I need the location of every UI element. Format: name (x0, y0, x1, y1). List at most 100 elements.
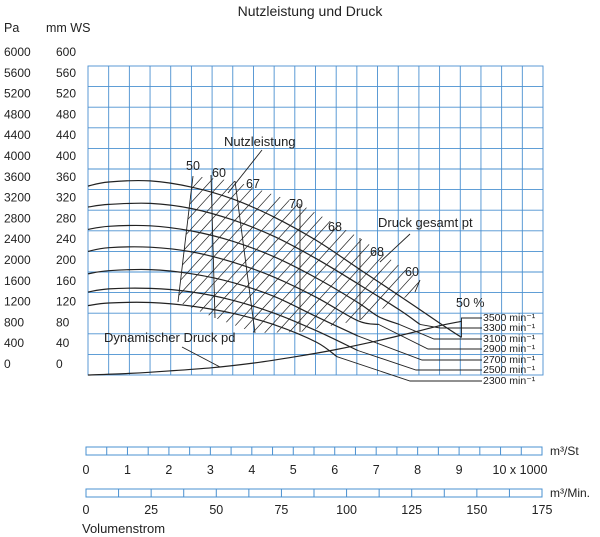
speed-label: 2300 min⁻¹ (483, 375, 536, 387)
axis-m3h-tick-label: 7 (373, 463, 380, 477)
hatch-line (275, 176, 420, 333)
y-tick-label-pa: 5600 (4, 66, 31, 80)
speed-leader-line (336, 356, 482, 382)
y-tick-label-mmws: 400 (56, 149, 76, 163)
axis-m3h-tick-label: 2 (165, 463, 172, 477)
speed-leader-line (357, 335, 482, 361)
axis-m3min-tick-label: 25 (144, 503, 158, 517)
axis-m3h-tick-label: 10 x 1000 (493, 463, 548, 477)
y-tick-label-pa: 2800 (4, 211, 31, 225)
y-axis-pa-ticks: 0 400 800 1200 1600 2000 2400 2800 3200 3600 4000 4… (4, 45, 31, 371)
axis-m3min-tick-label: 50 (209, 503, 223, 517)
y-tick-label-mmws: 520 (56, 87, 76, 101)
hatch-line (178, 176, 273, 333)
hatch-line (215, 176, 417, 333)
y-tick-label-mmws: 480 (56, 107, 76, 121)
hatch-line (311, 176, 420, 333)
axis-m3h-tick-label: 1 (124, 463, 131, 477)
pressure-curve (87, 268, 359, 337)
speed-label: 3500 min⁻¹ (483, 312, 536, 324)
chart-title: Nutzleistung und Druck (238, 3, 384, 19)
axis-m3min-tick-label: 75 (274, 503, 288, 517)
efficiency-boundary (210, 174, 216, 319)
y-tick-label-pa: 6000 (4, 45, 31, 59)
hatch-line (178, 176, 333, 333)
axis-m3min-tick-label: 0 (83, 503, 90, 517)
y-tick-label-pa: 1600 (4, 274, 31, 288)
y-axis-mmws-ticks: 0 40 80 120 160 200 240 280 320 360 400 440 480 520 56… (56, 45, 76, 371)
speed-leader-line (378, 323, 482, 350)
axis-m3h-tick-label: 8 (414, 463, 421, 477)
x-axis-label: Volumenstrom (82, 521, 165, 536)
y-tick-label-pa: 1200 (4, 295, 31, 309)
axis-m3min-tick-label: 100 (336, 503, 357, 517)
y-axis-unit-mmws: mm WS (46, 21, 90, 35)
y-tick-label-pa: 2000 (4, 253, 31, 267)
hatch-line (588, 140, 600, 360)
speed-label: 2700 min⁻¹ (483, 354, 536, 366)
efficiency-label: 70 (289, 197, 303, 211)
hatch-line (540, 140, 600, 360)
hatch-line (528, 140, 600, 360)
efficiency-label: 50 % (456, 296, 485, 310)
y-tick-label-mmws: 280 (56, 211, 76, 225)
y-tick-label-mmws: 0 (56, 357, 63, 371)
efficiency-label: 67 (246, 177, 260, 191)
efficiency-label: 50 (186, 159, 200, 173)
efficiency-boundary (234, 180, 256, 334)
axis-m3h-tick-label: 4 (248, 463, 255, 477)
hatch-line (552, 140, 600, 360)
axis-m3min-unit: m³/Min. (550, 486, 590, 500)
pressure-curve (87, 224, 400, 325)
speed-label: 3300 min⁻¹ (483, 322, 536, 334)
speed-leader-line (357, 350, 482, 371)
axis-m3h-tick-label: 9 (456, 463, 463, 477)
annotation-pointer (181, 346, 221, 368)
annotation-dynamischer-druck: Dynamischer Druck pd (104, 330, 236, 345)
axis-m3h-unit: m³/St (550, 444, 579, 458)
pressure-curve (87, 246, 379, 325)
y-tick-label-mmws: 160 (56, 274, 76, 288)
hatch-line (299, 176, 420, 333)
y-tick-label-mmws: 80 (56, 315, 70, 329)
annotation-nutzleistung: Nutzleistung (224, 134, 296, 149)
plot-grid (87, 65, 544, 376)
speed-label: 3100 min⁻¹ (483, 333, 536, 345)
y-tick-label-pa: 3200 (4, 191, 31, 205)
axis-m3min-tick-label: 125 (401, 503, 422, 517)
pressure-curve (87, 320, 462, 376)
hatch-line (178, 176, 225, 333)
hatch-line (576, 140, 600, 360)
y-tick-label-mmws: 440 (56, 128, 76, 142)
y-tick-label-mmws: 600 (56, 45, 76, 59)
y-tick-label-mmws: 200 (56, 253, 76, 267)
pressure-curve (87, 180, 462, 338)
hatch-line (287, 176, 420, 333)
y-tick-label-pa: 4400 (4, 128, 31, 142)
pressure-curve (87, 301, 338, 358)
y-tick-label-mmws: 240 (56, 232, 76, 246)
y-tick-label-pa: 800 (4, 315, 24, 329)
y-axis-unit-pa: Pa (4, 21, 19, 35)
y-tick-label-mmws: 560 (56, 66, 76, 80)
y-tick-label-pa: 0 (4, 357, 11, 371)
hatch-line (178, 176, 309, 333)
speed-label: 2900 min⁻¹ (483, 343, 536, 355)
axis-m3h-tick-label: 3 (207, 463, 214, 477)
axis-m3h-tick-label: 5 (290, 463, 297, 477)
annotations: 50 60 67 70 68 68 60 50 % Nutzleistung Druck gesa… (104, 134, 485, 368)
efficiency-label: 60 (405, 265, 419, 279)
axis-m3h-tick-label: 0 (83, 463, 90, 477)
annotation-pointer (227, 149, 263, 194)
y-tick-label-pa: 5200 (4, 87, 31, 101)
y-tick-label-mmws: 40 (56, 336, 70, 350)
y-tick-label-pa: 4800 (4, 107, 31, 121)
efficiency-boundary (414, 279, 421, 293)
annotation-druck-gesamt: Druck gesamt pt (378, 215, 473, 230)
pressure-curve (87, 202, 421, 325)
axis-m3min-tick-label: 175 (532, 503, 553, 517)
hatch-line (564, 140, 600, 360)
y-tick-label-pa: 2400 (4, 232, 31, 246)
hatch-line (178, 176, 297, 333)
